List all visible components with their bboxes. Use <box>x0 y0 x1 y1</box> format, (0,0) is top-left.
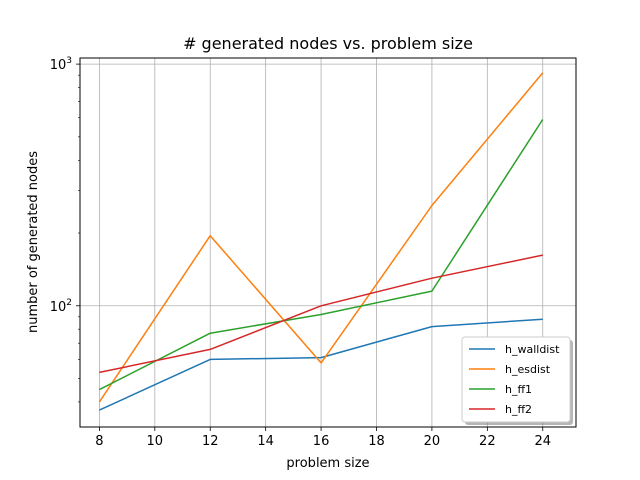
grid <box>80 58 576 427</box>
series-line-h_ff1 <box>99 119 544 391</box>
x-tick-label: 22 <box>479 434 496 449</box>
series-line-h_walldist <box>99 318 543 411</box>
x-tick-label: 20 <box>424 434 441 449</box>
legend-box <box>461 336 571 423</box>
chart-title: # generated nodes vs. problem size <box>183 34 473 53</box>
x-tick-label: 12 <box>202 434 219 449</box>
series-line-h_ff2 <box>99 254 543 374</box>
x-tick-label: 16 <box>313 434 330 449</box>
legend-label: h_ff2 <box>505 403 532 416</box>
x-axis-label: problem size <box>286 456 369 471</box>
y-axis-ticks: 102 103 <box>50 56 80 403</box>
plot-frame <box>79 57 577 428</box>
series-group <box>98 72 544 411</box>
legend: h_walldist h_esdist h_ff1 h_ff2 <box>461 336 573 425</box>
legend-label: h_ff1 <box>505 383 532 396</box>
x-axis-ticks: 8 10 12 14 16 18 20 22 24 <box>95 427 551 449</box>
y-tick-label: 103 <box>50 56 72 73</box>
series-line-h_esdist <box>98 72 544 403</box>
x-tick-label: 8 <box>95 434 103 449</box>
x-tick-label: 10 <box>147 434 164 449</box>
legend-label: h_esdist <box>505 363 551 376</box>
x-tick-label: 18 <box>368 434 385 449</box>
legend-label: h_walldist <box>505 343 560 356</box>
x-tick-label: 14 <box>257 434 274 449</box>
y-tick-label: 102 <box>50 298 72 315</box>
y-axis-label: number of generated nodes <box>26 151 41 333</box>
x-tick-label: 24 <box>534 434 551 449</box>
